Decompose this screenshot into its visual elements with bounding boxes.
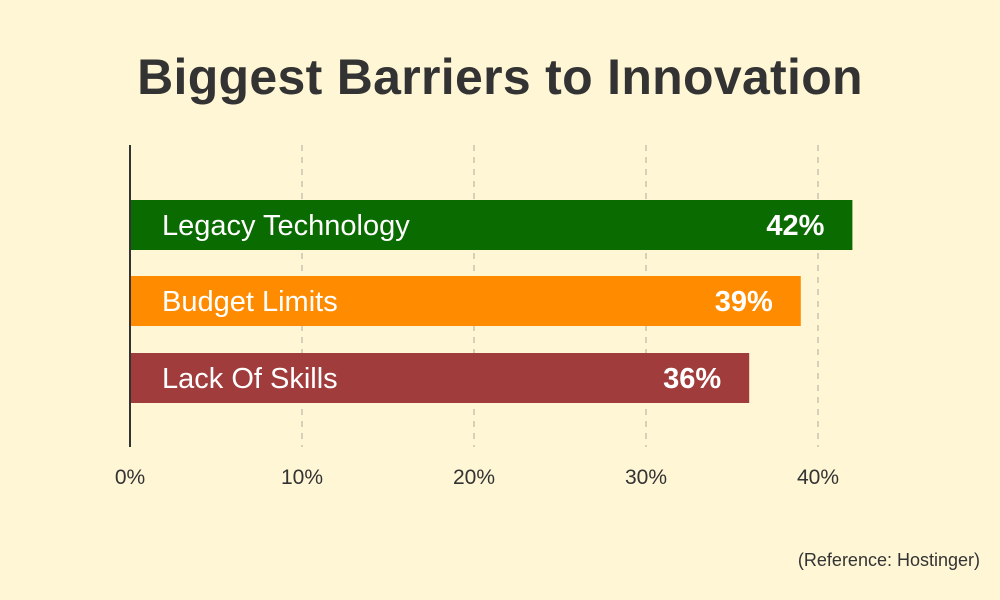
x-tick-label: 0% <box>115 466 145 489</box>
bars-group: Legacy Technology 42% Budget Limits 39% Lack… <box>130 200 853 403</box>
bar <box>130 276 801 326</box>
bar <box>130 353 750 403</box>
bar-value-label: 42% <box>766 210 824 242</box>
bar-value-label: 36% <box>663 363 721 395</box>
bar-category-label: Lack Of Skills <box>162 363 338 395</box>
reference-note: (Reference: Hostinger) <box>797 550 980 570</box>
bar <box>130 200 853 250</box>
grid-lines <box>301 145 819 447</box>
x-tick-labels: 0% 10% 20% 30% 40% <box>115 466 839 489</box>
x-tick-label: 20% <box>453 466 495 489</box>
x-tick-label: 40% <box>797 466 839 489</box>
x-tick-label: 30% <box>625 466 667 489</box>
bar-category-label: Budget Limits <box>162 286 338 318</box>
bar-category-label: Legacy Technology <box>162 210 410 242</box>
chart-title: Biggest Barriers to Innovation <box>137 49 863 105</box>
x-tick-label: 10% <box>281 466 323 489</box>
bar-value-label: 39% <box>715 286 773 318</box>
